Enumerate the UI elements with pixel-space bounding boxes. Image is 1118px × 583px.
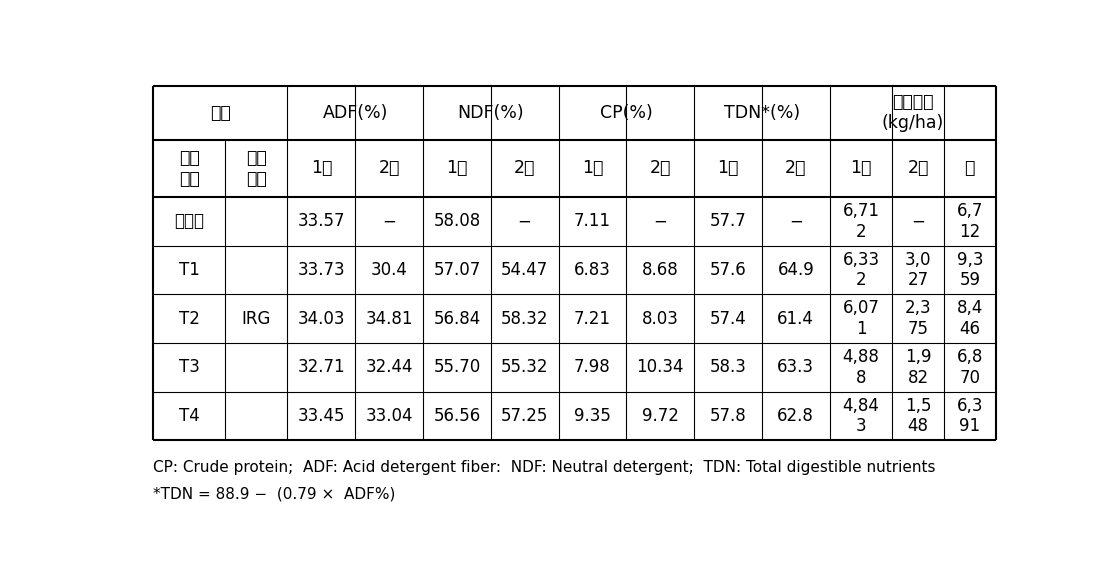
Text: 4,88
8: 4,88 8 <box>843 348 880 387</box>
Text: T3: T3 <box>179 359 199 376</box>
Text: 57.25: 57.25 <box>501 407 548 425</box>
Text: 6,3
91: 6,3 91 <box>957 396 983 436</box>
Text: −: − <box>911 212 925 230</box>
Text: 9,3
59: 9,3 59 <box>957 251 983 289</box>
Text: −: − <box>518 212 532 230</box>
Text: 56.84: 56.84 <box>434 310 481 328</box>
Text: 2차: 2차 <box>785 159 806 177</box>
Text: 2차: 2차 <box>379 159 400 177</box>
Text: 57.8: 57.8 <box>710 407 747 425</box>
Text: 2차: 2차 <box>514 159 536 177</box>
Text: 58.3: 58.3 <box>710 359 747 376</box>
Text: 6,33
2: 6,33 2 <box>843 251 880 289</box>
Text: 1차: 1차 <box>718 159 739 177</box>
Text: 10.34: 10.34 <box>636 359 684 376</box>
Text: 7.11: 7.11 <box>574 212 610 230</box>
Text: 6,8
70: 6,8 70 <box>957 348 983 387</box>
Text: IRG: IRG <box>241 310 272 328</box>
Text: 3,0
27: 3,0 27 <box>904 251 931 289</box>
Text: ADF(%): ADF(%) <box>323 104 388 122</box>
Text: 63.3: 63.3 <box>777 359 814 376</box>
Text: −: − <box>653 212 667 230</box>
Text: 62.8: 62.8 <box>777 407 814 425</box>
Text: 계: 계 <box>965 159 975 177</box>
Text: TDN*(%): TDN*(%) <box>723 104 800 122</box>
Text: 32.71: 32.71 <box>297 359 345 376</box>
Text: 55.70: 55.70 <box>434 359 481 376</box>
Text: 8.68: 8.68 <box>642 261 679 279</box>
Text: 1차: 1차 <box>311 159 332 177</box>
Text: 1차: 1차 <box>581 159 603 177</box>
Text: T2: T2 <box>179 310 199 328</box>
Text: 33.73: 33.73 <box>297 261 345 279</box>
Text: 1차: 1차 <box>446 159 467 177</box>
Text: 34.03: 34.03 <box>297 310 345 328</box>
Text: T1: T1 <box>179 261 199 279</box>
Text: 9.72: 9.72 <box>642 407 679 425</box>
Text: NDF(%): NDF(%) <box>457 104 524 122</box>
Text: 4,84
3: 4,84 3 <box>843 396 880 436</box>
Text: 6,07
1: 6,07 1 <box>843 299 880 338</box>
Text: 61.4: 61.4 <box>777 310 814 328</box>
Text: 9.35: 9.35 <box>574 407 610 425</box>
Text: 2,3
75: 2,3 75 <box>904 299 931 338</box>
Text: 57.4: 57.4 <box>710 310 747 328</box>
Text: *TDN = 88.9 −  (0.79 ×  ADF%): *TDN = 88.9 − (0.79 × ADF%) <box>153 487 395 502</box>
Text: 1,5
48: 1,5 48 <box>904 396 931 436</box>
Text: 57.07: 57.07 <box>434 261 481 279</box>
Text: 32.44: 32.44 <box>366 359 413 376</box>
Text: −: − <box>382 212 396 230</box>
Text: 54.47: 54.47 <box>501 261 548 279</box>
Text: 58.08: 58.08 <box>434 212 481 230</box>
Text: T4: T4 <box>179 407 199 425</box>
Text: 6.83: 6.83 <box>574 261 610 279</box>
Text: 33.45: 33.45 <box>297 407 345 425</box>
Text: 8.03: 8.03 <box>642 310 679 328</box>
Text: 58.32: 58.32 <box>501 310 549 328</box>
Text: 56.56: 56.56 <box>434 407 481 425</box>
Text: 2차: 2차 <box>908 159 929 177</box>
Text: 건물수량: 건물수량 <box>892 93 934 111</box>
Text: 57.7: 57.7 <box>710 212 747 230</box>
Text: 33.57: 33.57 <box>297 212 345 230</box>
Text: 동계
후작: 동계 후작 <box>246 149 267 188</box>
Text: 1차: 1차 <box>851 159 872 177</box>
Text: 30.4: 30.4 <box>371 261 408 279</box>
Text: 7.21: 7.21 <box>574 310 610 328</box>
Text: −: − <box>789 212 803 230</box>
Text: 하계
전작: 하계 전작 <box>179 149 199 188</box>
Text: 57.6: 57.6 <box>710 261 747 279</box>
Text: 일반볼: 일반볼 <box>174 212 205 230</box>
Text: 구분: 구분 <box>210 104 230 122</box>
Text: 55.32: 55.32 <box>501 359 549 376</box>
Text: 6,71
2: 6,71 2 <box>843 202 880 241</box>
Text: 1,9
82: 1,9 82 <box>904 348 931 387</box>
Text: 6,7
12: 6,7 12 <box>957 202 983 241</box>
Text: 2차: 2차 <box>650 159 671 177</box>
Text: (kg/ha): (kg/ha) <box>882 114 944 132</box>
Text: 8,4
46: 8,4 46 <box>957 299 983 338</box>
Text: 34.81: 34.81 <box>366 310 413 328</box>
Text: 7.98: 7.98 <box>574 359 610 376</box>
Text: CP(%): CP(%) <box>600 104 653 122</box>
Text: 64.9: 64.9 <box>777 261 814 279</box>
Text: 33.04: 33.04 <box>366 407 413 425</box>
Text: CP: Crude protein;  ADF: Acid detergent fiber:  NDF: Neutral detergent;  TDN: To: CP: Crude protein; ADF: Acid detergent f… <box>153 460 936 475</box>
